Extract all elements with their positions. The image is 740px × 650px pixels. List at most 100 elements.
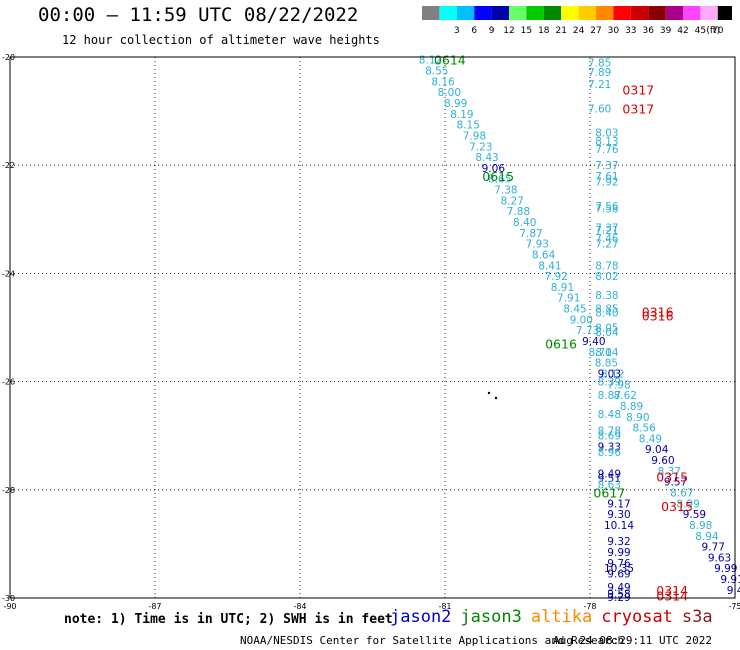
scale-swatch xyxy=(578,6,596,20)
swh-value: 8.85 xyxy=(595,358,618,370)
scale-swatch xyxy=(509,6,527,20)
swh-value: 9.00 xyxy=(570,314,593,326)
scale-tick-label: 45 xyxy=(695,26,706,36)
swh-value: 9.40 xyxy=(582,336,605,348)
swh-value: 8.37 xyxy=(658,466,681,478)
swh-value: 8.00 xyxy=(438,87,461,99)
swh-value: 9.17 xyxy=(607,498,630,510)
scale-swatch xyxy=(648,6,666,20)
pass-time-label: 0616 xyxy=(545,337,577,352)
swh-value: 8.15 xyxy=(457,120,480,132)
credit-text: NOAA/NESDIS Center for Satellite Applica… xyxy=(240,634,625,647)
lon-tick-label: -81 xyxy=(438,602,451,610)
scale-tick-label: 3 xyxy=(454,26,460,36)
swh-value: 8.45 xyxy=(563,304,586,316)
map-title: 00:00 – 11:59 UTC 08/22/2022 xyxy=(38,4,359,26)
swh-value: 8.43 xyxy=(475,152,498,164)
map-frame xyxy=(9,56,736,599)
pass-time-label: 0614 xyxy=(434,53,466,68)
swh-value: 10.14 xyxy=(604,520,634,532)
swh-value: 9.32 xyxy=(607,536,630,548)
satellite-altika: altika xyxy=(530,607,593,627)
scale-tick-label: 70 xyxy=(712,26,724,36)
swh-value: 7.21 xyxy=(595,225,618,237)
swh-value: 9.51 xyxy=(598,473,621,485)
swh-value: 7.92 xyxy=(544,271,567,283)
swh-value: 7.56 xyxy=(595,201,619,213)
swh-value: 9.33 xyxy=(598,442,621,454)
swh-value: 8.19 xyxy=(450,109,473,121)
scale-tick-label: 27 xyxy=(590,26,601,36)
scale-tick-label: 33 xyxy=(625,26,636,36)
swh-value: 7.60 xyxy=(588,103,611,115)
scale-tick-label: 39 xyxy=(660,26,672,36)
swh-value: 7.92 xyxy=(595,176,618,188)
lat-tick-label: -24 xyxy=(2,269,15,278)
scale-tick-label: 42 xyxy=(677,26,688,36)
swh-value: 9.99 xyxy=(714,563,737,575)
scale-swatch xyxy=(456,6,475,20)
pass-time-label: 0315 xyxy=(656,469,688,484)
scale-swatch xyxy=(630,6,649,20)
color-scale-legend: 3 6 9 12 15 18 21 24 27 30 33 36 39 42 45 70(ft) xyxy=(422,6,732,36)
swh-value: 8.55 xyxy=(425,66,448,78)
swh-value: 8.99 xyxy=(676,498,699,510)
swh-value: 8.56 xyxy=(632,423,656,435)
scale-swatch xyxy=(613,6,631,20)
swh-value: 9.60 xyxy=(651,455,674,467)
swh-value: 7.89 xyxy=(588,67,611,79)
swh-value: 8.87 xyxy=(598,390,621,402)
swh-value: 7.85 xyxy=(588,57,611,69)
swh-value: 9.06 xyxy=(482,163,506,175)
swh-value: 8.41 xyxy=(538,260,561,272)
island-marker xyxy=(487,391,491,395)
swh-value: 8.03 xyxy=(595,128,618,140)
pass-time-label: 0315 xyxy=(661,499,693,514)
satellite-jason3: jason3 xyxy=(460,607,522,627)
scale-swatch xyxy=(700,6,718,20)
notes-text: note: 1) Time is in UTC; 2) SWH is in fe… xyxy=(64,612,393,627)
generated-timestamp: Aug 24 08:29:11 UTC 2022 xyxy=(553,634,712,647)
swh-value: 8.27 xyxy=(500,195,523,207)
lon-tick-label: -78 xyxy=(583,602,596,610)
pass-time-label: 0317 xyxy=(622,101,654,116)
satellite-legend: jason2 jason3 altika cryosat s3a xyxy=(390,607,722,627)
swh-value: 10.35 xyxy=(604,563,634,575)
swh-value: 9.49 xyxy=(607,582,630,594)
swh-value: 8.63 xyxy=(598,479,621,491)
swh-value: 8.65 xyxy=(488,174,511,186)
swh-value: 7.98 xyxy=(463,130,486,142)
swh-value: 8.94 xyxy=(695,531,719,543)
swh-value: 8.85 xyxy=(595,304,618,316)
swh-value: 9.49 xyxy=(727,585,740,597)
pass-time-label: 0314 xyxy=(656,583,688,598)
swh-value: 7.37 xyxy=(595,160,618,172)
satellite-cryosat: cryosat xyxy=(601,607,673,627)
scale-swatch xyxy=(439,6,457,20)
scale-tick-label: 24 xyxy=(573,26,585,36)
swh-value: 8.05 xyxy=(595,323,618,335)
swh-value: 8.02 xyxy=(595,271,618,283)
swh-value: 8.48 xyxy=(598,409,621,421)
satellite-jason2: jason2 xyxy=(390,607,452,627)
swh-value: 7.76 xyxy=(595,144,619,156)
swh-value: 8.98 xyxy=(689,520,712,532)
swh-value: 9.76 xyxy=(607,558,631,570)
scale-swatch xyxy=(596,6,614,20)
swh-value: 8.40 xyxy=(595,307,618,319)
pass-time-label: 0617 xyxy=(593,486,625,501)
wave-height-map: -90 -87 -84 -81 -78 -75 -20 -22 -24 -26 -28 -30 8.1… xyxy=(2,53,740,610)
swh-value: 8.99 xyxy=(444,98,467,110)
swh-value: 8.49 xyxy=(639,433,662,445)
swh-value: 9.57 xyxy=(664,477,687,489)
scale-swatch xyxy=(422,6,440,20)
swh-value: 9.49 xyxy=(598,469,621,481)
swh-value: 9.63 xyxy=(708,552,731,564)
pass-time-label: 0317 xyxy=(622,82,654,97)
swh-value: 9.03 xyxy=(598,368,621,380)
swh-value: 8.14 xyxy=(595,347,619,359)
swh-value: 7.21 xyxy=(588,79,611,91)
swh-value: 8.78 xyxy=(595,260,618,272)
swh-value: 9.59 xyxy=(683,509,706,521)
